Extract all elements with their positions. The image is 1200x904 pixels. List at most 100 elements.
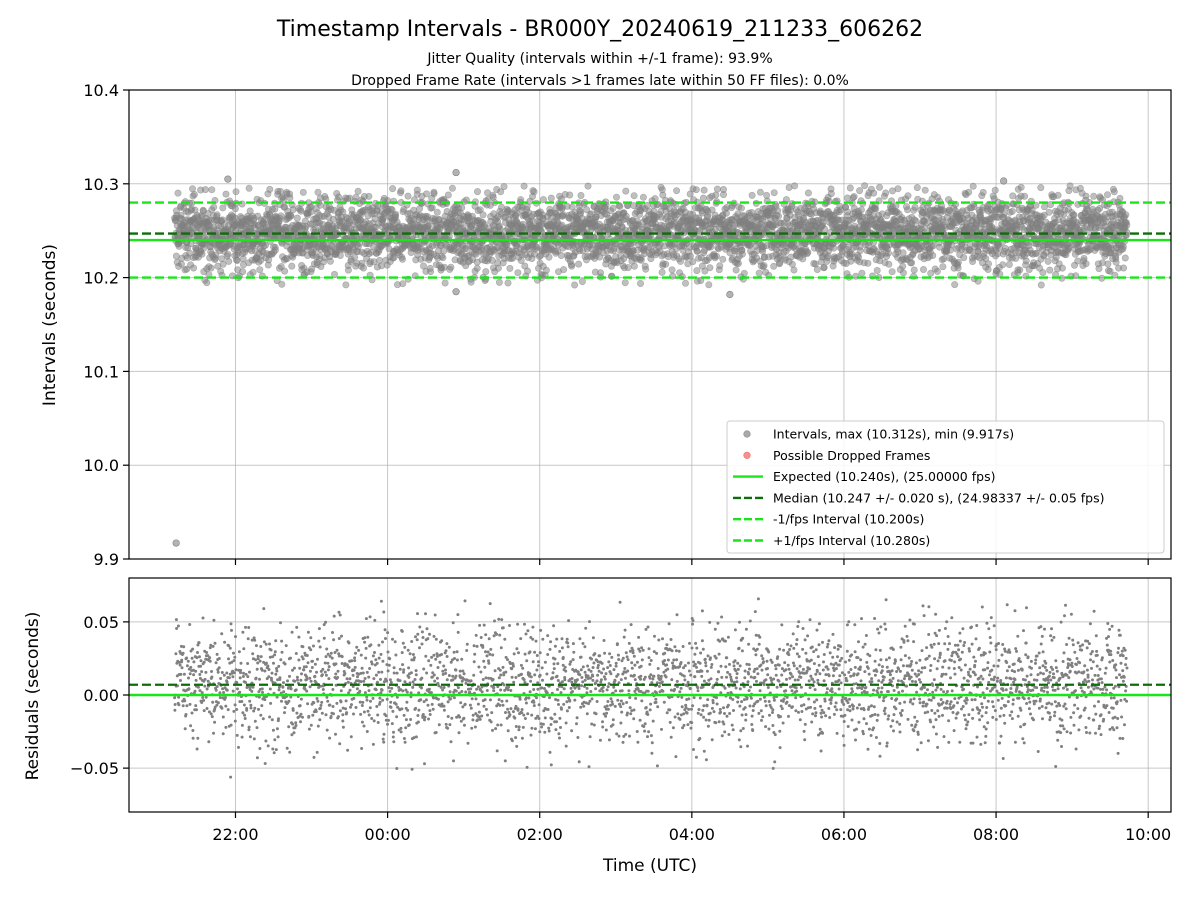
interval-point	[355, 188, 361, 194]
residual-point	[314, 663, 317, 666]
interval-point	[191, 191, 197, 197]
interval-point	[287, 195, 293, 201]
residual-point	[306, 678, 309, 681]
residual-point	[232, 652, 235, 655]
residual-point	[228, 676, 231, 679]
interval-outlier-point	[453, 169, 460, 176]
interval-point	[789, 261, 795, 267]
interval-point	[707, 265, 713, 271]
residual-point	[269, 702, 272, 705]
residual-point	[302, 668, 305, 671]
residual-point	[224, 726, 227, 729]
residual-point	[180, 659, 183, 662]
residual-point	[237, 746, 240, 749]
residual-point	[187, 660, 190, 663]
interval-point	[1021, 193, 1027, 199]
residual-point	[236, 687, 239, 690]
residual-point	[186, 664, 189, 667]
residual-point	[177, 625, 180, 628]
interval-point	[343, 282, 349, 288]
interval-point	[693, 187, 699, 193]
residual-point	[281, 686, 284, 689]
residual-point	[206, 707, 209, 710]
residual-point	[293, 667, 296, 670]
residual-point	[277, 717, 280, 720]
residual-point	[268, 716, 271, 719]
interval-point	[885, 250, 891, 256]
residual-point	[217, 701, 220, 704]
interval-point	[360, 265, 366, 271]
interval-point	[638, 257, 644, 263]
residual-point	[280, 700, 283, 703]
interval-point	[930, 252, 936, 258]
legend-label: -1/fps Interval (10.200s)	[773, 512, 924, 527]
interval-point	[876, 184, 882, 190]
interval-point	[1001, 211, 1007, 217]
interval-point	[805, 190, 811, 196]
residual-point	[296, 676, 299, 679]
interval-point	[431, 190, 437, 196]
residual-point	[293, 731, 296, 734]
residual-point	[187, 677, 190, 680]
residual-point	[257, 657, 260, 660]
residual-point	[315, 710, 318, 713]
residual-point	[311, 714, 314, 717]
residual-point	[235, 668, 238, 671]
residual-point	[280, 640, 283, 643]
interval-point	[857, 248, 863, 254]
interval-point	[335, 194, 341, 200]
interval-point	[920, 266, 926, 272]
legend-item: Median (10.247 +/- 0.020 s), (24.98337 +…	[733, 490, 1104, 505]
interval-point	[211, 204, 217, 210]
residual-point	[300, 672, 303, 675]
residual-point	[319, 646, 322, 649]
interval-point	[966, 189, 972, 195]
residual-point	[205, 651, 208, 654]
residual-point	[321, 673, 324, 676]
residual-point	[254, 720, 257, 723]
interval-point	[900, 270, 906, 276]
interval-point	[567, 192, 573, 198]
residual-point	[298, 667, 301, 670]
residual-point	[246, 662, 249, 665]
interval-point	[694, 267, 700, 273]
residual-point	[235, 681, 238, 684]
residual-point	[251, 652, 254, 655]
residual-point	[265, 643, 268, 646]
residual-point	[226, 681, 229, 684]
residual-point	[243, 704, 246, 707]
residual-point	[261, 691, 264, 694]
residual-point	[262, 607, 265, 610]
residual-point	[234, 703, 237, 706]
residual-point	[179, 664, 182, 667]
interval-point	[739, 251, 745, 257]
residual-point	[233, 671, 236, 674]
residual-point	[184, 727, 187, 730]
interval-point	[895, 186, 901, 192]
residual-point	[173, 696, 176, 699]
residual-point	[271, 748, 274, 751]
residual-point	[174, 652, 177, 655]
interval-point	[414, 187, 420, 193]
residual-point	[202, 699, 205, 702]
residual-point	[226, 689, 229, 692]
residual-point	[308, 728, 311, 731]
legend-label: Possible Dropped Frames	[773, 448, 930, 463]
interval-point	[886, 261, 892, 267]
residual-point	[238, 650, 241, 653]
residual-point	[252, 686, 255, 689]
interval-outlier-point	[1000, 178, 1007, 185]
residual-point	[207, 680, 210, 683]
residual-point	[200, 670, 203, 673]
residual-point	[317, 725, 320, 728]
interval-point	[1117, 195, 1123, 201]
residual-point	[272, 729, 275, 732]
residual-point	[204, 678, 207, 681]
residual-point	[203, 685, 206, 688]
residual-point	[191, 648, 194, 651]
residual-point	[244, 717, 247, 720]
interval-point	[831, 245, 837, 251]
interval-point	[814, 266, 820, 272]
interval-point	[505, 280, 511, 286]
